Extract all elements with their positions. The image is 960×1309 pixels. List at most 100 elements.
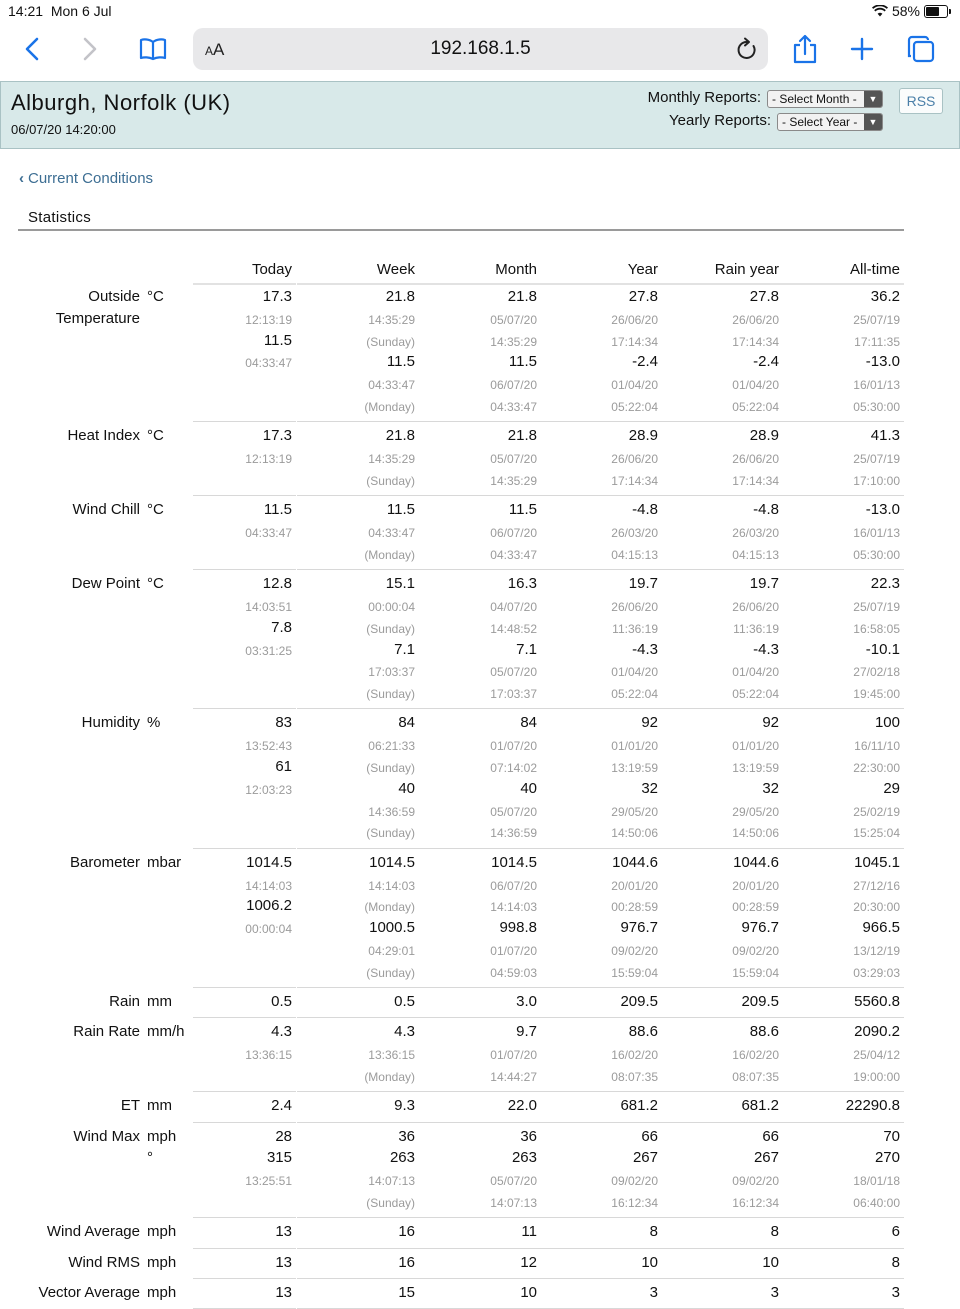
stat-detail: 19:45:00 [853,687,900,702]
stat-value: 21.8 [385,288,415,305]
stat-value: 8 [891,1253,900,1271]
stat-detail: 09/02/20 [611,943,658,958]
row-divider [193,1277,296,1279]
chevron-left-icon: ‹ [19,170,24,187]
new-tab-icon[interactable] [848,32,876,66]
stat-value: 7.1 [516,640,537,658]
stat-value: 7.8 [271,618,292,636]
back-icon[interactable] [20,32,44,66]
rss-button[interactable]: RSS [899,88,943,114]
stat-value: 1000.5 [369,919,415,937]
address-bar[interactable]: AA 192.168.1.5 [193,28,768,70]
stat-detail: 26/03/20 [732,526,779,540]
row-divider [297,1247,419,1249]
row-divider [541,1277,662,1279]
stat-value: 27.8 [749,288,779,305]
stat-value: 315 [266,1149,292,1167]
column-header-underline [541,283,662,285]
stat-detail: 08:07:35 [611,1069,658,1084]
share-icon[interactable] [790,32,820,66]
stat-detail: 01/04/20 [732,665,779,680]
row-divider [662,495,783,497]
stat-value: 263 [389,1149,415,1167]
stat-value: 15.1 [385,575,415,593]
stat-value: 11.5 [263,331,292,349]
chevron-down-icon: ▼ [864,91,882,107]
stat-detail: (Sunday) [366,826,415,841]
row-divider [193,708,296,710]
row-divider [297,1217,419,1219]
row-divider [541,847,662,849]
stat-value: 17.3 [262,288,292,305]
stat-value: 100 [874,714,900,732]
row-divider [662,1091,783,1093]
reload-icon[interactable] [736,37,758,66]
stat-value: 36 [398,1127,415,1145]
row-divider [783,421,904,423]
forward-icon[interactable] [80,32,100,66]
stat-value: 998.8 [499,919,537,937]
stat-detail: 16:12:34 [611,1195,658,1210]
stat-value: 21.8 [507,288,537,305]
stat-detail: 14:50:06 [611,826,658,841]
stat-value: 10 [641,1253,658,1271]
stat-detail: 12:13:19 [245,452,292,467]
status-time-date: 14:21 Mon 6 Jul [8,3,112,19]
stat-value: 17.3 [262,427,292,445]
stat-value: 22.0 [507,1097,537,1115]
stat-detail: 25/07/19 [853,599,900,614]
stat-detail: 17:11:35 [854,334,900,349]
stat-detail: 04:29:01 [368,943,415,958]
stat-detail: 17:10:00 [853,473,900,488]
bookmarks-icon[interactable] [138,32,168,66]
yearly-report-select[interactable]: - Select Year - ▼ [777,113,883,131]
stat-value: -13.0 [865,501,900,519]
stat-detail: (Sunday) [366,1195,415,1210]
url-text[interactable]: 192.168.1.5 [430,38,531,59]
reader-settings-button[interactable]: AA [205,40,225,59]
stat-value: 92 [762,714,779,732]
monthly-report-select[interactable]: - Select Month - ▼ [767,90,883,108]
stat-value: 3 [649,1283,658,1301]
stat-label: Rain Rate [73,1023,140,1041]
stat-unit: °C [147,288,164,305]
stat-value: 88.6 [628,1023,658,1041]
stat-detail: 17:03:37 [368,665,415,680]
row-divider [419,708,541,710]
stat-value: 2.4 [271,1097,292,1115]
row-divider [193,1091,296,1093]
stat-detail: 25/04/12 [853,1048,900,1063]
section-title: Statistics [28,209,92,226]
stat-value: 92 [641,714,658,732]
stat-value: 3.0 [516,993,537,1010]
stat-value: -13.0 [865,353,900,371]
stat-detail: 26/06/20 [611,599,658,614]
stat-unit: mph [147,1127,177,1145]
stat-label: Vector Average [38,1283,140,1301]
stat-value: 10 [762,1253,779,1271]
stat-value: 11.5 [386,501,415,519]
stat-value: 28 [275,1127,292,1145]
stat-detail: 03:29:03 [853,965,900,980]
stat-value: 11.5 [508,353,537,371]
row-divider [541,421,662,423]
current-conditions-label: Current Conditions [28,170,154,187]
row-divider [783,1247,904,1249]
stat-value: 209.5 [620,993,658,1010]
stat-detail: 14:35:29 [490,334,537,349]
stat-value: 976.7 [741,919,779,937]
stat-detail: 04:33:47 [490,547,537,562]
wifi-icon [871,5,888,17]
stat-detail: 04:33:47 [490,400,537,414]
stat-value: 1045.1 [854,853,900,871]
stat-detail: (Monday) [364,400,415,414]
tabs-icon[interactable] [905,32,937,66]
stat-value: 66 [762,1127,779,1145]
stat-value: 0.5 [271,993,292,1010]
row-divider [419,847,541,849]
stat-detail: 13:52:43 [245,739,292,754]
current-conditions-link[interactable]: ‹ Current Conditions [19,170,153,187]
stat-detail: 05:30:00 [853,547,900,562]
stat-value: 8 [770,1223,779,1241]
stat-value: -2.4 [753,353,779,371]
